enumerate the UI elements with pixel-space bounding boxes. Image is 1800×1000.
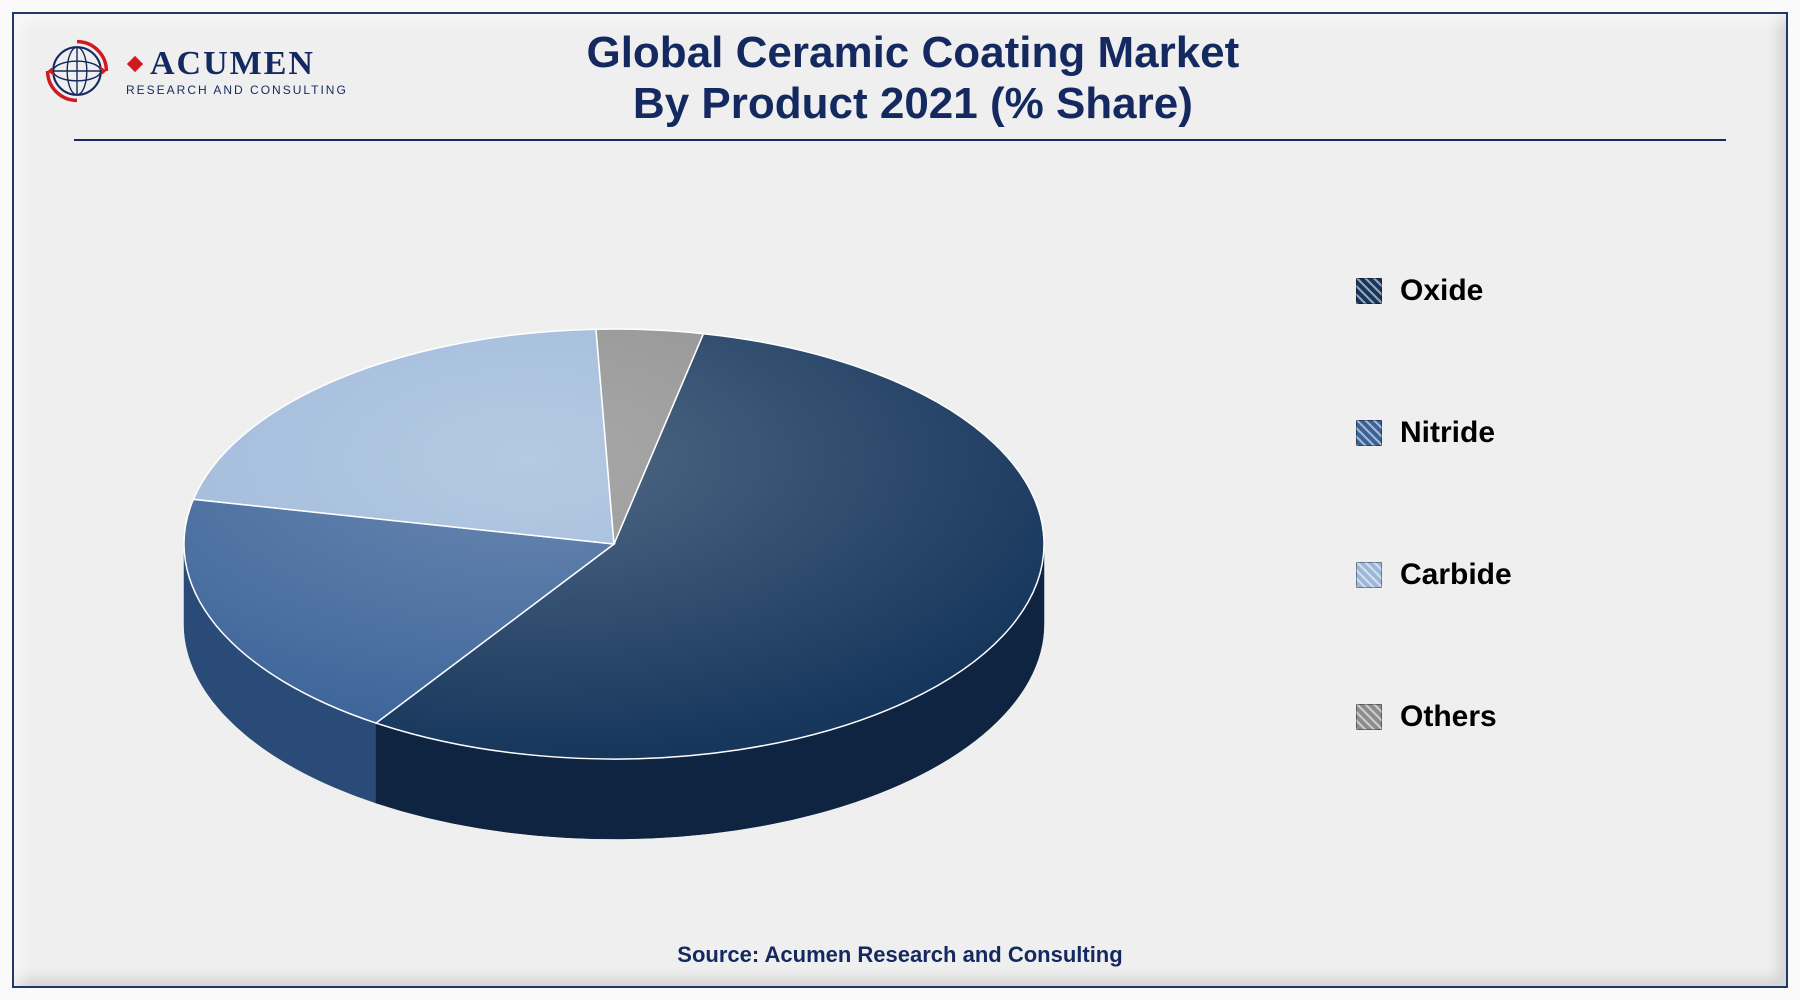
legend: Oxide Nitride Carbide Others bbox=[1356, 274, 1676, 734]
title-block: Global Ceramic Coating Market By Product… bbox=[68, 28, 1758, 129]
pie-chart bbox=[84, 224, 1144, 904]
legend-label: Oxide bbox=[1400, 274, 1483, 308]
source-caption: Source: Acumen Research and Consulting bbox=[14, 942, 1786, 968]
legend-swatch bbox=[1356, 562, 1382, 588]
pie-svg bbox=[84, 224, 1144, 904]
legend-item-carbide: Carbide bbox=[1356, 558, 1676, 592]
header-row: ACUMEN RESEARCH AND CONSULTING Global Ce… bbox=[14, 14, 1786, 129]
outer-frame: ACUMEN RESEARCH AND CONSULTING Global Ce… bbox=[0, 0, 1800, 1000]
legend-item-nitride: Nitride bbox=[1356, 416, 1676, 450]
legend-label: Nitride bbox=[1400, 416, 1495, 450]
legend-label: Others bbox=[1400, 700, 1497, 734]
legend-swatch bbox=[1356, 278, 1382, 304]
title-rule bbox=[74, 139, 1726, 141]
legend-item-others: Others bbox=[1356, 700, 1676, 734]
chart-title-line1: Global Ceramic Coating Market bbox=[68, 28, 1758, 79]
legend-item-oxide: Oxide bbox=[1356, 274, 1676, 308]
legend-swatch bbox=[1356, 420, 1382, 446]
legend-swatch bbox=[1356, 704, 1382, 730]
chart-title-line2: By Product 2021 (% Share) bbox=[68, 79, 1758, 130]
chart-panel: ACUMEN RESEARCH AND CONSULTING Global Ce… bbox=[12, 12, 1788, 988]
legend-label: Carbide bbox=[1400, 558, 1512, 592]
